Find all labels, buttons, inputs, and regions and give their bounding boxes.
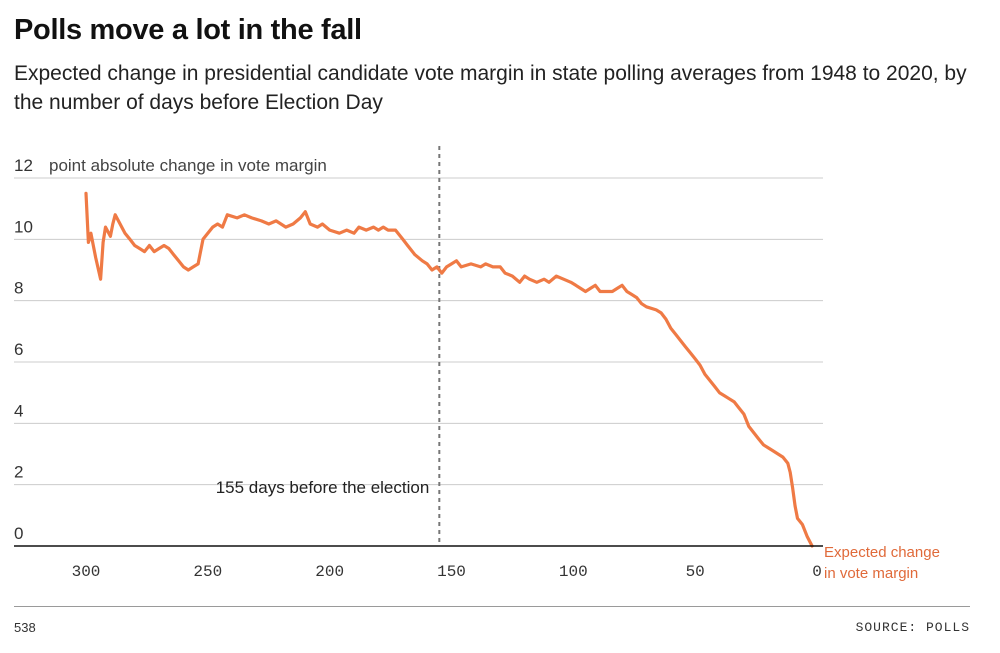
y-tick-label: 2	[14, 463, 23, 482]
end-label-line-2: in vote margin	[824, 565, 918, 582]
footer-source: SOURCE: POLLS	[855, 620, 970, 635]
footer-divider	[14, 606, 970, 607]
y-tick-label: 8	[14, 279, 23, 298]
x-tick-label: 200	[315, 563, 344, 581]
x-tick-label: 300	[72, 563, 101, 581]
y-tick-label: 10	[14, 217, 33, 236]
y-tick-label: 4	[14, 401, 23, 420]
reference-line-label: 155 days before the election	[216, 478, 430, 497]
y-tick-label: 0	[14, 524, 23, 543]
chart-subtitle: Expected change in presidential candidat…	[14, 62, 967, 114]
label-group: point absolute change in vote margin Expe…	[49, 156, 940, 582]
chart-title: Polls move a lot in the fall	[14, 14, 362, 46]
end-label-line-1: Expected change	[824, 544, 940, 561]
y-axis-label: point absolute change in vote margin	[49, 156, 327, 175]
x-tick-label: 100	[559, 563, 588, 581]
x-tick-label: 50	[686, 563, 705, 581]
footer-brand: 538	[14, 620, 36, 635]
grid-lines	[14, 177, 823, 486]
series-group	[84, 191, 814, 548]
series-line	[84, 191, 814, 548]
axis-group: 0 2 4 6 8 10 12 300 250 200 150 100 50 0	[14, 156, 823, 581]
reference-line-group: 155 days before the election	[216, 146, 441, 546]
y-tick-label: 6	[14, 340, 23, 359]
y-tick-label: 12	[14, 156, 33, 175]
x-tick-label: 250	[193, 563, 222, 581]
x-tick-label: 0	[812, 563, 822, 581]
x-tick-label: 150	[437, 563, 466, 581]
